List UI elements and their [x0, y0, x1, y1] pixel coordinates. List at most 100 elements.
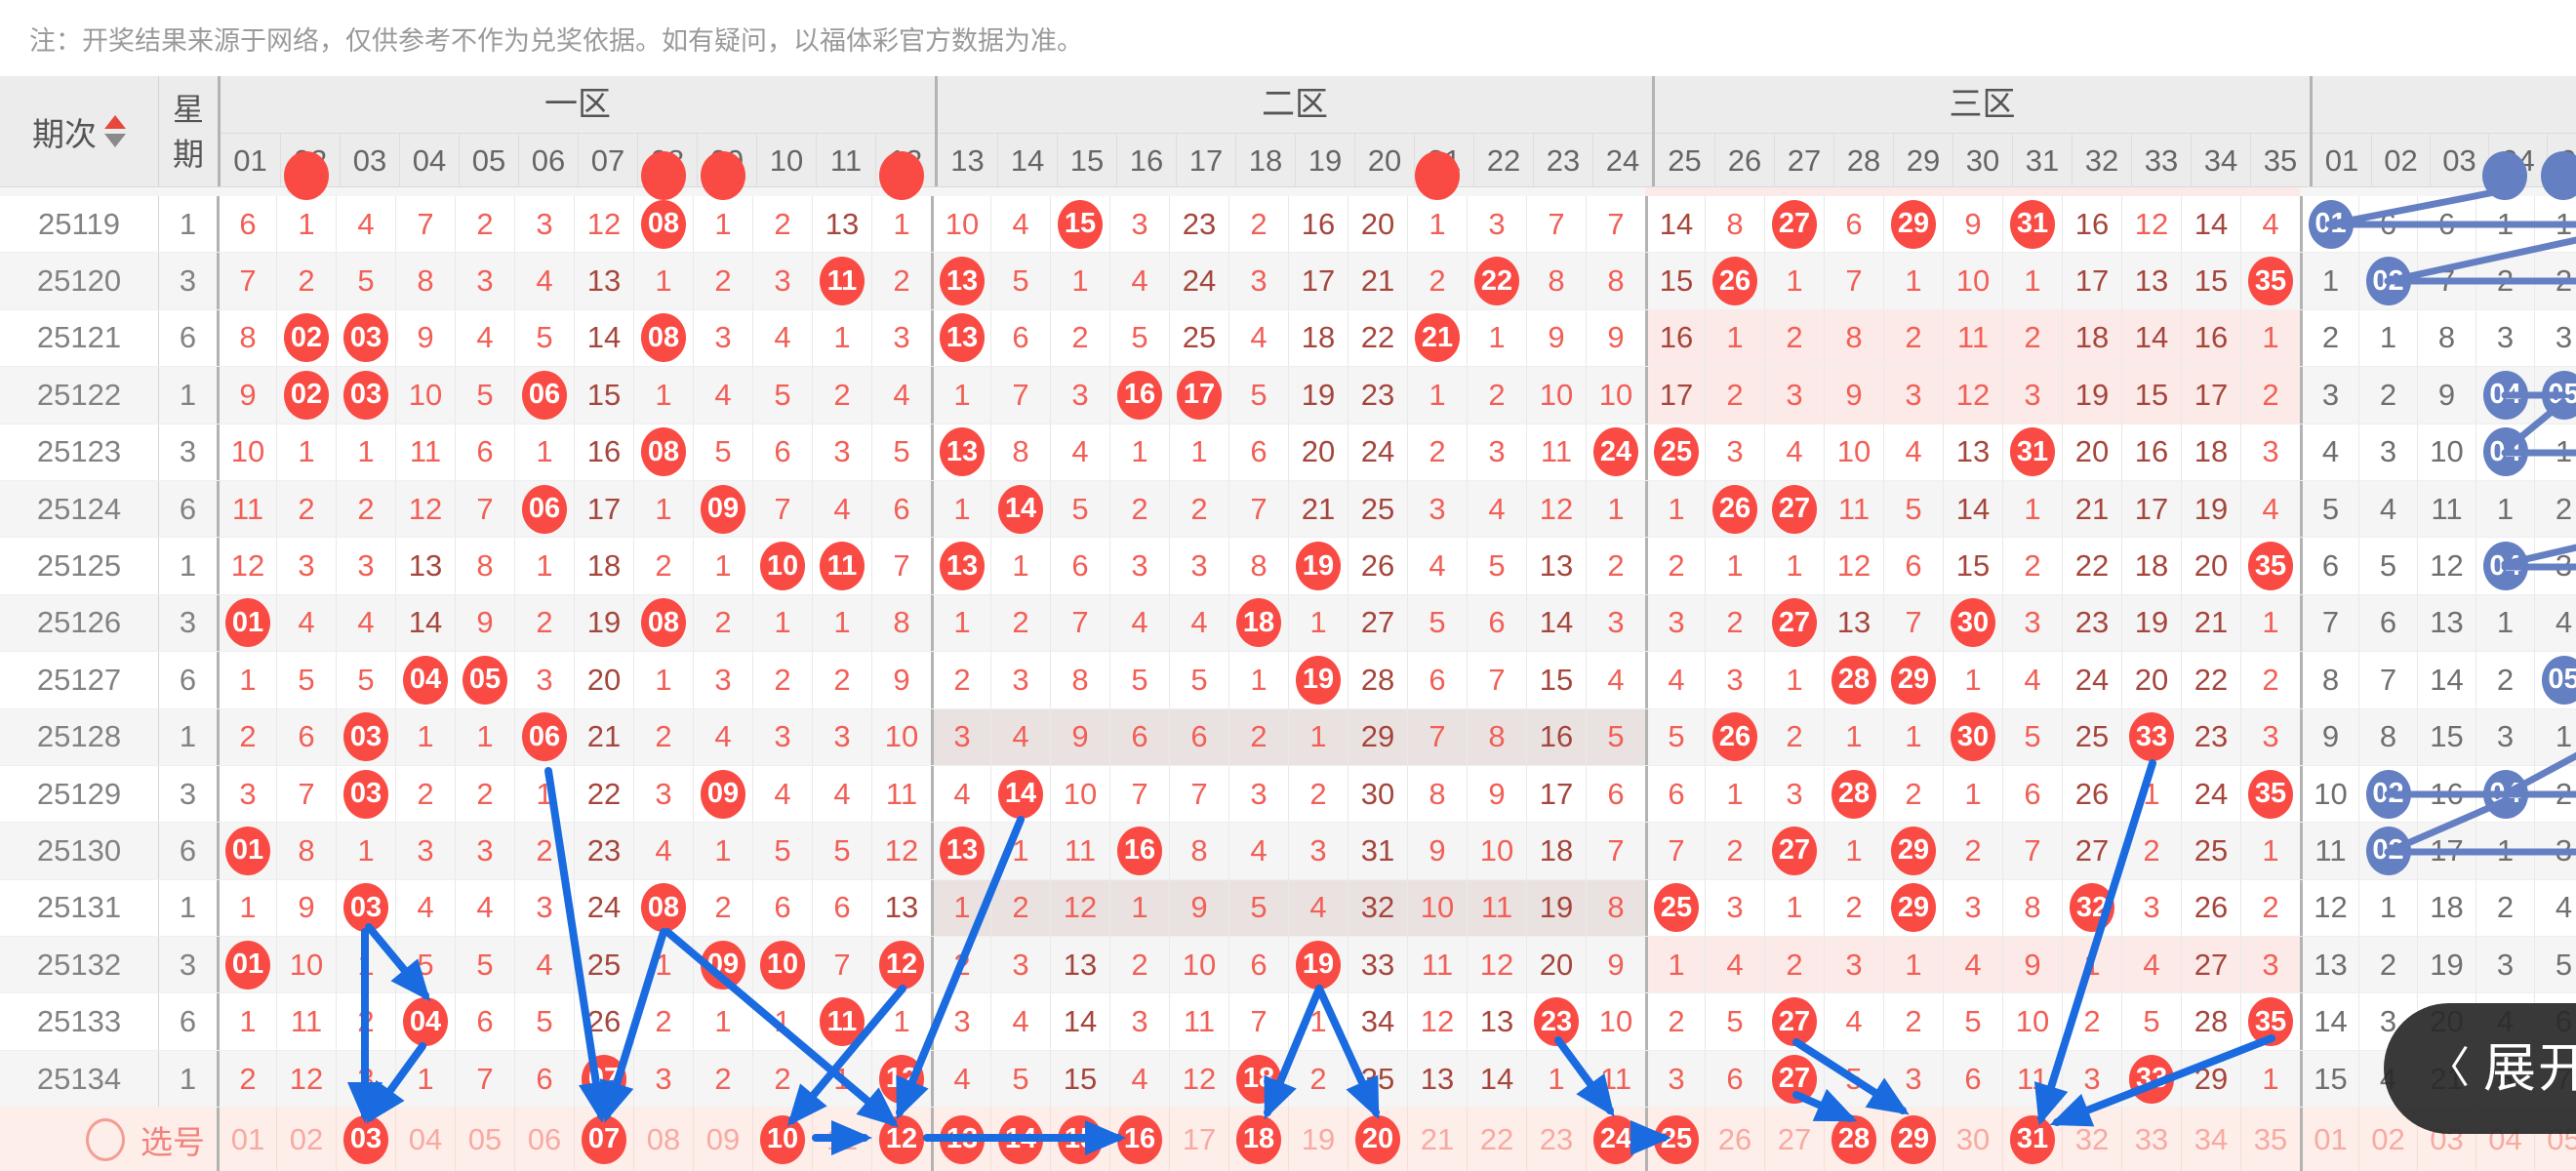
- miss-count: 3: [774, 263, 791, 299]
- miss-count: 14: [586, 320, 622, 355]
- number-cell: 35: [2240, 538, 2300, 594]
- miss-count: 19: [2194, 491, 2229, 526]
- drawn-number: 14: [998, 769, 1043, 819]
- select-number-15[interactable]: 15: [1050, 1108, 1109, 1171]
- number-cell: 10: [1407, 879, 1467, 937]
- miss-count: 2: [1786, 719, 1803, 754]
- select-back-number-02[interactable]: 02: [2358, 1108, 2417, 1171]
- number-cell: 2: [2240, 652, 2300, 708]
- select-number-22[interactable]: 22: [1467, 1108, 1526, 1171]
- miss-count: 9: [1488, 776, 1506, 811]
- back-number-cell: 6: [2417, 196, 2475, 253]
- number-cell: 18: [2062, 309, 2121, 367]
- drawn-number: 08: [641, 313, 686, 363]
- sort-desc-icon[interactable]: [104, 134, 126, 147]
- drawn-number: 26: [1712, 484, 1757, 534]
- number-cell: 2: [455, 765, 514, 823]
- miss-count: 1: [1905, 263, 1922, 299]
- select-number-20[interactable]: 20: [1348, 1108, 1407, 1171]
- number-cell: 15: [1526, 652, 1586, 708]
- drawn-number: 19: [1296, 542, 1341, 591]
- number-cell: 5: [336, 652, 395, 708]
- select-number-05[interactable]: 05: [455, 1108, 514, 1171]
- miss-count: 8: [476, 548, 494, 584]
- back-number-cell: 1: [2475, 823, 2534, 879]
- select-number-25[interactable]: 25: [1645, 1108, 1705, 1171]
- select-number-28[interactable]: 28: [1824, 1108, 1883, 1171]
- select-number-12[interactable]: 12: [871, 1108, 931, 1171]
- select-number-11[interactable]: 11: [812, 1108, 871, 1171]
- miss-count: 3: [2262, 947, 2279, 982]
- select-number-27[interactable]: 27: [1764, 1108, 1824, 1171]
- select-number-18[interactable]: 18: [1228, 1108, 1288, 1171]
- back-miss-count: 3: [2555, 320, 2573, 355]
- select-number-08[interactable]: 08: [633, 1108, 693, 1171]
- miss-count: 4: [1071, 434, 1089, 469]
- number-cell: 30: [1943, 708, 2002, 765]
- select-number-14[interactable]: 14: [990, 1108, 1050, 1171]
- number-cell: 27: [2181, 937, 2240, 993]
- miss-count: 34: [1360, 1004, 1395, 1039]
- select-number-19[interactable]: 19: [1288, 1108, 1348, 1171]
- miss-count: 14: [1955, 491, 1991, 526]
- select-number-10[interactable]: 10: [752, 1108, 812, 1171]
- select-label-area[interactable]: 选号: [0, 1108, 217, 1171]
- select-number-04[interactable]: 04: [395, 1108, 455, 1171]
- select-number-23[interactable]: 23: [1526, 1108, 1586, 1171]
- drawn-number: 06: [522, 712, 567, 762]
- number-cell: 10: [752, 937, 812, 993]
- select-back-number-01[interactable]: 01: [2300, 1108, 2358, 1171]
- number-cell: 1: [1883, 253, 1943, 309]
- select-number-01[interactable]: 01: [217, 1108, 276, 1171]
- miss-count: 22: [2074, 548, 2110, 584]
- miss-count: 27: [2074, 832, 2110, 868]
- number-cell: 1: [514, 424, 574, 480]
- number-cell: 7: [1586, 196, 1645, 253]
- back-number-cell: 1: [2475, 594, 2534, 652]
- number-cell: 5: [1169, 652, 1228, 708]
- select-number-16[interactable]: 16: [1109, 1108, 1169, 1171]
- sort-asc-icon[interactable]: [104, 115, 126, 129]
- select-number-26[interactable]: 26: [1705, 1108, 1764, 1171]
- drawn-number: 14: [998, 484, 1043, 534]
- sort-icon[interactable]: [104, 115, 126, 147]
- miss-count: 2: [298, 491, 315, 526]
- back-miss-count: 1: [2496, 206, 2515, 241]
- number-cell: 13: [812, 196, 871, 253]
- number-cell: 20: [1348, 196, 1407, 253]
- select-circle-icon[interactable]: [86, 1117, 125, 1161]
- number-cell: 3: [871, 309, 931, 367]
- select-number-35[interactable]: 35: [2240, 1108, 2300, 1171]
- select-number-32[interactable]: 32: [2062, 1108, 2121, 1171]
- select-number-33[interactable]: 33: [2121, 1108, 2181, 1171]
- select-number-09[interactable]: 09: [693, 1108, 752, 1171]
- miss-count: 23: [1360, 377, 1395, 412]
- select-number-17[interactable]: 17: [1169, 1108, 1228, 1171]
- select-number-31[interactable]: 31: [2002, 1108, 2062, 1171]
- back-number-cell: 8: [2417, 309, 2475, 367]
- number-cell: 30: [1348, 765, 1407, 823]
- select-number-24[interactable]: 24: [1586, 1108, 1645, 1171]
- select-number-30[interactable]: 30: [1943, 1108, 2002, 1171]
- select-number-06[interactable]: 06: [514, 1108, 574, 1171]
- period-cell: 25128: [36, 719, 122, 754]
- miss-count: 1: [714, 548, 732, 584]
- number-cell: 7: [1467, 652, 1526, 708]
- select-number-02[interactable]: 02: [276, 1108, 336, 1171]
- expand-button[interactable]: 〈 展开: [2384, 1003, 2576, 1134]
- select-number-07[interactable]: 07: [574, 1108, 633, 1171]
- number-cell: 2: [276, 253, 336, 309]
- number-cell: 29: [1883, 196, 1943, 253]
- miss-count: 13: [884, 890, 919, 925]
- miss-count: 1: [655, 377, 672, 412]
- select-number-34[interactable]: 34: [2181, 1108, 2240, 1171]
- period-column-header[interactable]: 期次: [0, 76, 158, 186]
- back-number-cell: 5: [2358, 538, 2417, 594]
- select-number-21[interactable]: 21: [1407, 1108, 1467, 1171]
- drawn-number: 03: [343, 370, 388, 420]
- select-number-03[interactable]: 03: [336, 1108, 395, 1171]
- select-number-29[interactable]: 29: [1883, 1108, 1943, 1171]
- number-cell: 09: [693, 765, 752, 823]
- miss-count: 3: [1786, 377, 1803, 412]
- select-number-13[interactable]: 13: [931, 1108, 990, 1171]
